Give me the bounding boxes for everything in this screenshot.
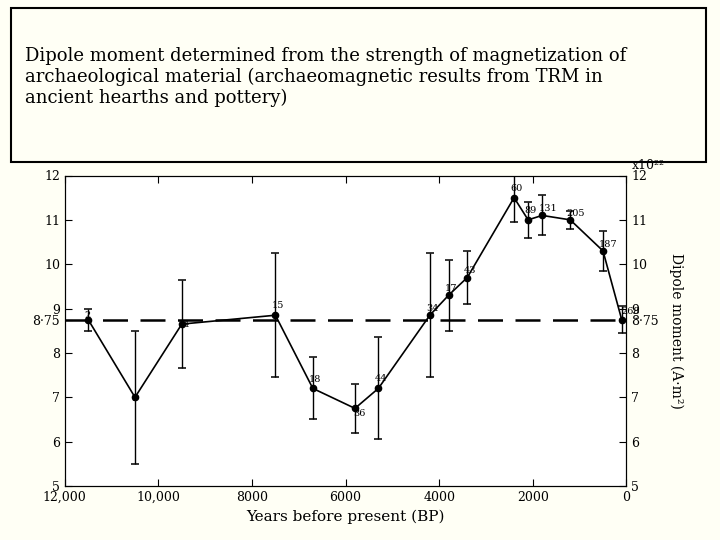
FancyBboxPatch shape xyxy=(11,8,706,162)
Text: 205: 205 xyxy=(567,208,585,218)
Text: 60: 60 xyxy=(510,184,523,193)
X-axis label: Years before present (BP): Years before present (BP) xyxy=(246,509,445,524)
Text: x10²²: x10²² xyxy=(632,159,665,172)
Text: 36: 36 xyxy=(354,409,366,418)
Text: 14: 14 xyxy=(178,320,191,329)
Text: 18: 18 xyxy=(309,375,321,384)
Text: 268: 268 xyxy=(621,307,639,316)
Y-axis label: Dipole moment (A·m²): Dipole moment (A·m²) xyxy=(670,253,684,409)
Text: 34: 34 xyxy=(426,304,438,313)
Text: 187: 187 xyxy=(599,240,618,249)
Text: 44: 44 xyxy=(374,374,387,383)
Text: 43: 43 xyxy=(464,266,476,275)
Text: Dipole moment determined from the strength of magnetization of
archaeological ma: Dipole moment determined from the streng… xyxy=(24,48,626,107)
Text: 15: 15 xyxy=(271,301,284,310)
Text: 89: 89 xyxy=(524,206,536,215)
Text: 17: 17 xyxy=(445,284,457,293)
Text: 131: 131 xyxy=(539,204,557,213)
Text: 5: 5 xyxy=(131,394,138,403)
Text: 2: 2 xyxy=(84,310,91,320)
